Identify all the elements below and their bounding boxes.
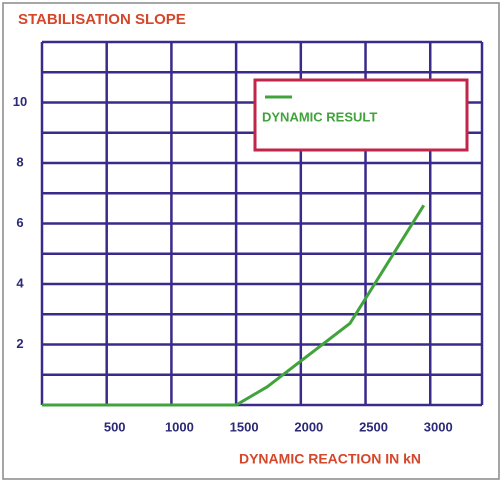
x-tick-label: 3000 — [424, 419, 453, 434]
y-tick-label: 6 — [16, 215, 23, 230]
y-tick-label: 10 — [13, 94, 27, 109]
x-tick-label: 2000 — [294, 419, 323, 434]
y-tick-label: 4 — [16, 275, 24, 290]
x-tick-label: 2500 — [359, 419, 388, 434]
legend-label: DYNAMIC RESULT — [262, 109, 377, 124]
x-tick-label: 500 — [104, 419, 126, 434]
data-line — [42, 204, 426, 407]
frame — [2, 2, 500, 480]
y-tick-label: 2 — [16, 336, 23, 351]
legend-box — [253, 78, 469, 152]
x-tick-label: 1500 — [230, 419, 259, 434]
x-tick-label: 1000 — [165, 419, 194, 434]
chart-title: STABILISATION SLOPE — [18, 11, 186, 28]
y-tick-label: 8 — [16, 154, 23, 169]
x-axis-label: DYNAMIC REACTION IN kN — [239, 451, 421, 467]
